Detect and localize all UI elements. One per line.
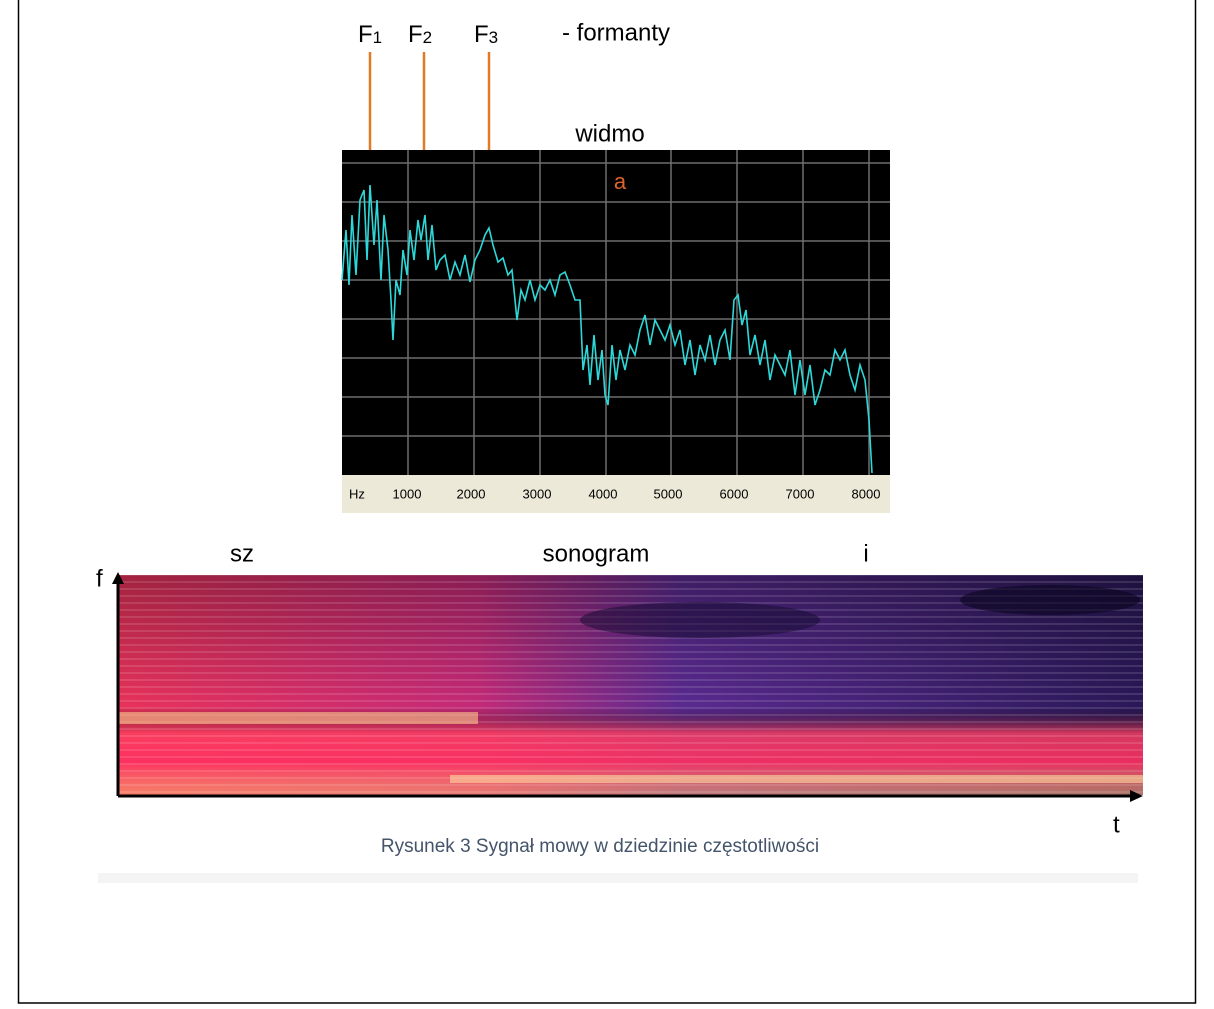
- axis-label: 7000: [786, 486, 815, 501]
- axis-strip: [342, 475, 890, 513]
- f-axis-label: f: [96, 565, 103, 592]
- axis-label: Hz: [349, 486, 365, 501]
- spectrum-curve: [341, 184, 873, 474]
- axis-labels: Hz 1000 2000 3000 4000 5000 6000 7000 80…: [349, 486, 880, 501]
- caption: Rysunek 3 Sygnał mowy w dziedzinie częst…: [381, 836, 819, 857]
- sound-label: i: [863, 540, 868, 567]
- page-border: [17, 0, 1197, 1004]
- spectrum-panel: [342, 150, 890, 475]
- axis-label: 8000: [852, 486, 881, 501]
- axis-label: 5000: [654, 486, 683, 501]
- axis-label: 2000: [457, 486, 486, 501]
- axis-arrow: [1130, 790, 1143, 802]
- vowel-label: a: [614, 169, 627, 194]
- sonogram-title: sonogram: [543, 540, 650, 567]
- sonogram: [118, 575, 1143, 795]
- sound-label: sz: [230, 540, 254, 567]
- axis-label: 3000: [523, 486, 552, 501]
- axis-arrow: [112, 572, 124, 584]
- t-axis-label: t: [1113, 811, 1120, 838]
- axis-label: 1000: [393, 486, 422, 501]
- axis-label: 6000: [720, 486, 749, 501]
- formant-label: F3: [474, 21, 498, 48]
- faint-band: [98, 873, 1138, 883]
- formant-label: F1: [358, 21, 382, 48]
- formant-label: F2: [408, 21, 432, 48]
- spectrum-title: widmo: [574, 120, 644, 147]
- spectrum-grid: [342, 150, 890, 475]
- axis-label: 4000: [589, 486, 618, 501]
- sonogram-axes: [116, 582, 1132, 798]
- formants-note: - formanty: [562, 19, 670, 46]
